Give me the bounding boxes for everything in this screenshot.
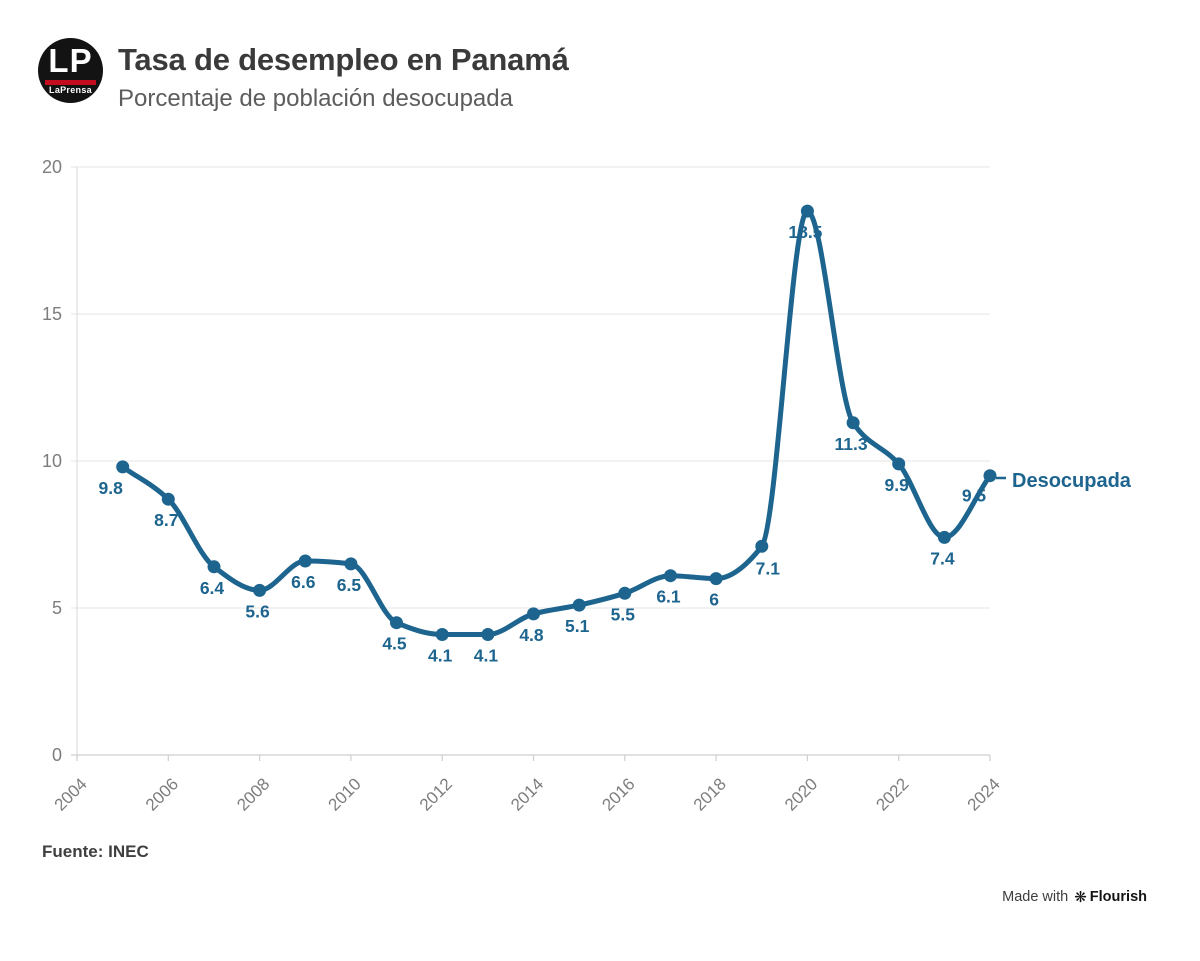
y-tick-label: 5 — [52, 598, 62, 618]
flourish-flower-icon: ❋ — [1074, 889, 1087, 906]
chart-plot: 0 5 10 15 20 2004 2006 2008 2010 2012 2014 2016 2018… — [42, 157, 1004, 815]
data-point — [709, 572, 723, 586]
source-note: Fuente: INEC — [42, 842, 149, 861]
data-point — [800, 204, 814, 218]
data-point-label: 9.5 — [962, 486, 987, 506]
credit-prefix: Made with — [1002, 889, 1069, 905]
data-point-label: 6.6 — [291, 572, 316, 592]
data-point-label: 7.1 — [756, 558, 781, 578]
data-point-label: 11.3 — [835, 434, 868, 454]
x-tick-label: 2022 — [872, 774, 912, 814]
data-point — [298, 554, 312, 568]
x-tick-label: 2006 — [142, 774, 182, 814]
chart-title: Tasa de desempleo en Panamá — [118, 42, 569, 77]
chart-subtitle: Porcentaje de población desocupada — [118, 85, 513, 112]
data-point-label: 4.1 — [428, 646, 453, 666]
x-tick-label: 2004 — [51, 774, 91, 814]
x-tick-label: 2020 — [781, 774, 821, 814]
data-point — [344, 557, 358, 571]
x-tick-label: 2012 — [416, 774, 456, 814]
data-point-label: 8.7 — [154, 510, 178, 530]
data-point — [253, 583, 267, 597]
data-point-label: 6 — [709, 590, 719, 610]
data-point-label: 5.1 — [565, 616, 590, 636]
data-point — [846, 416, 860, 430]
credit-brand: Flourish — [1089, 889, 1147, 905]
data-point-label: 5.5 — [611, 604, 636, 624]
series-legend-label: Desocupada — [1012, 470, 1132, 492]
data-point-label: 6.1 — [656, 587, 681, 607]
x-tick-label: 2018 — [690, 774, 730, 814]
data-point-label: 7.4 — [930, 548, 955, 568]
data-point — [892, 457, 906, 471]
data-point-label: 4.5 — [382, 634, 407, 654]
y-tick-label: 0 — [52, 745, 62, 765]
data-point-label: 6.4 — [200, 578, 225, 598]
data-point — [116, 460, 130, 474]
data-point-label: 9.9 — [885, 475, 910, 495]
x-tick-label: 2008 — [233, 774, 273, 814]
y-tick-label: 15 — [42, 304, 62, 324]
x-tick-label: 2014 — [507, 774, 547, 814]
series-line — [120, 208, 993, 637]
title-block: Tasa de desempleo en Panamá Porcentaje d… — [118, 38, 569, 113]
laprensa-logo-initials: LP — [48, 42, 93, 79]
data-point-label: 18.5 — [788, 222, 822, 242]
data-point — [572, 598, 586, 612]
data-point-label: 4.8 — [519, 625, 544, 645]
data-point — [161, 492, 175, 506]
data-point-label: 5.6 — [245, 601, 270, 621]
data-point — [618, 586, 632, 600]
data-point — [664, 569, 677, 583]
chart-header: LP LaPrensa Tasa de desempleo en Panamá … — [38, 38, 569, 113]
laprensa-logo-name: LaPrensa — [49, 85, 92, 95]
data-point-label: 4.1 — [474, 646, 499, 666]
laprensa-logo: LP LaPrensa — [38, 38, 103, 103]
data-point-label: 9.8 — [99, 478, 124, 498]
laprensa-logo-red-band — [45, 80, 96, 85]
data-point — [390, 616, 403, 630]
y-tick-label: 10 — [42, 451, 62, 471]
data-point — [983, 469, 997, 483]
data-point — [937, 530, 951, 544]
flourish-credit: Made with ❋ Flourish — [1002, 888, 1147, 906]
x-tick-label: 2010 — [325, 774, 365, 814]
x-tick-label: 2024 — [964, 774, 1004, 814]
y-tick-label: 20 — [42, 157, 62, 177]
data-point — [755, 539, 769, 553]
x-tick-label: 2016 — [598, 774, 638, 814]
data-point — [527, 607, 540, 621]
data-point — [481, 628, 495, 641]
data-point — [207, 560, 221, 574]
data-point-label: 6.5 — [337, 575, 362, 595]
data-point — [435, 628, 449, 641]
